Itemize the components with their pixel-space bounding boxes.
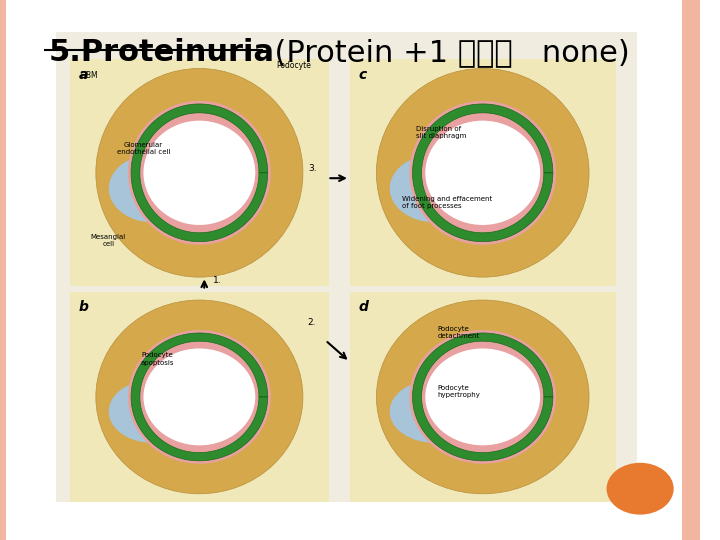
Text: (Protein +1 ปกต   none): (Protein +1 ปกต none)	[256, 38, 630, 67]
Text: Podocyte: Podocyte	[276, 60, 311, 70]
Text: 5.Proteinuria: 5.Proteinuria	[49, 38, 275, 67]
Text: Glomerular
endothelial cell: Glomerular endothelial cell	[117, 142, 170, 155]
Text: Podocyte
hypertrophy: Podocyte hypertrophy	[437, 385, 480, 398]
Bar	[56, 32, 636, 502]
Polygon shape	[131, 104, 268, 242]
Text: GBM: GBM	[81, 71, 98, 80]
Ellipse shape	[109, 380, 197, 443]
Text: Mesangial
cell: Mesangial cell	[91, 234, 126, 247]
Ellipse shape	[410, 330, 556, 464]
Bar	[350, 59, 616, 286]
Bar	[0, 0, 6, 540]
Ellipse shape	[390, 380, 480, 443]
Circle shape	[606, 463, 674, 515]
Ellipse shape	[426, 348, 540, 446]
Text: Disruption of
slit diaphragm: Disruption of slit diaphragm	[416, 126, 467, 139]
Text: Podocyte
apoptosis: Podocyte apoptosis	[140, 353, 174, 366]
Ellipse shape	[96, 300, 303, 494]
Ellipse shape	[109, 154, 197, 222]
Text: a: a	[78, 68, 88, 82]
Ellipse shape	[410, 101, 556, 245]
Text: Widening and effacement
of foot processes: Widening and effacement of foot processe…	[402, 196, 492, 209]
Ellipse shape	[377, 300, 589, 494]
Polygon shape	[413, 104, 553, 242]
Text: 3.: 3.	[308, 164, 317, 173]
Ellipse shape	[377, 69, 589, 277]
Bar	[70, 292, 329, 502]
Text: 1.: 1.	[213, 276, 222, 285]
Polygon shape	[131, 333, 268, 461]
Bar	[682, 0, 700, 540]
Polygon shape	[413, 333, 553, 461]
Ellipse shape	[426, 120, 540, 225]
Ellipse shape	[390, 154, 480, 222]
Text: d: d	[358, 300, 368, 314]
Text: Podocyte
detachment: Podocyte detachment	[437, 326, 480, 339]
Ellipse shape	[96, 69, 303, 277]
Text: c: c	[358, 68, 366, 82]
Bar	[350, 292, 616, 502]
Bar	[70, 59, 329, 286]
Ellipse shape	[143, 120, 256, 225]
Ellipse shape	[143, 348, 256, 446]
Text: 2.: 2.	[308, 318, 316, 327]
Text: b: b	[78, 300, 89, 314]
Ellipse shape	[128, 101, 271, 245]
Ellipse shape	[128, 330, 271, 464]
